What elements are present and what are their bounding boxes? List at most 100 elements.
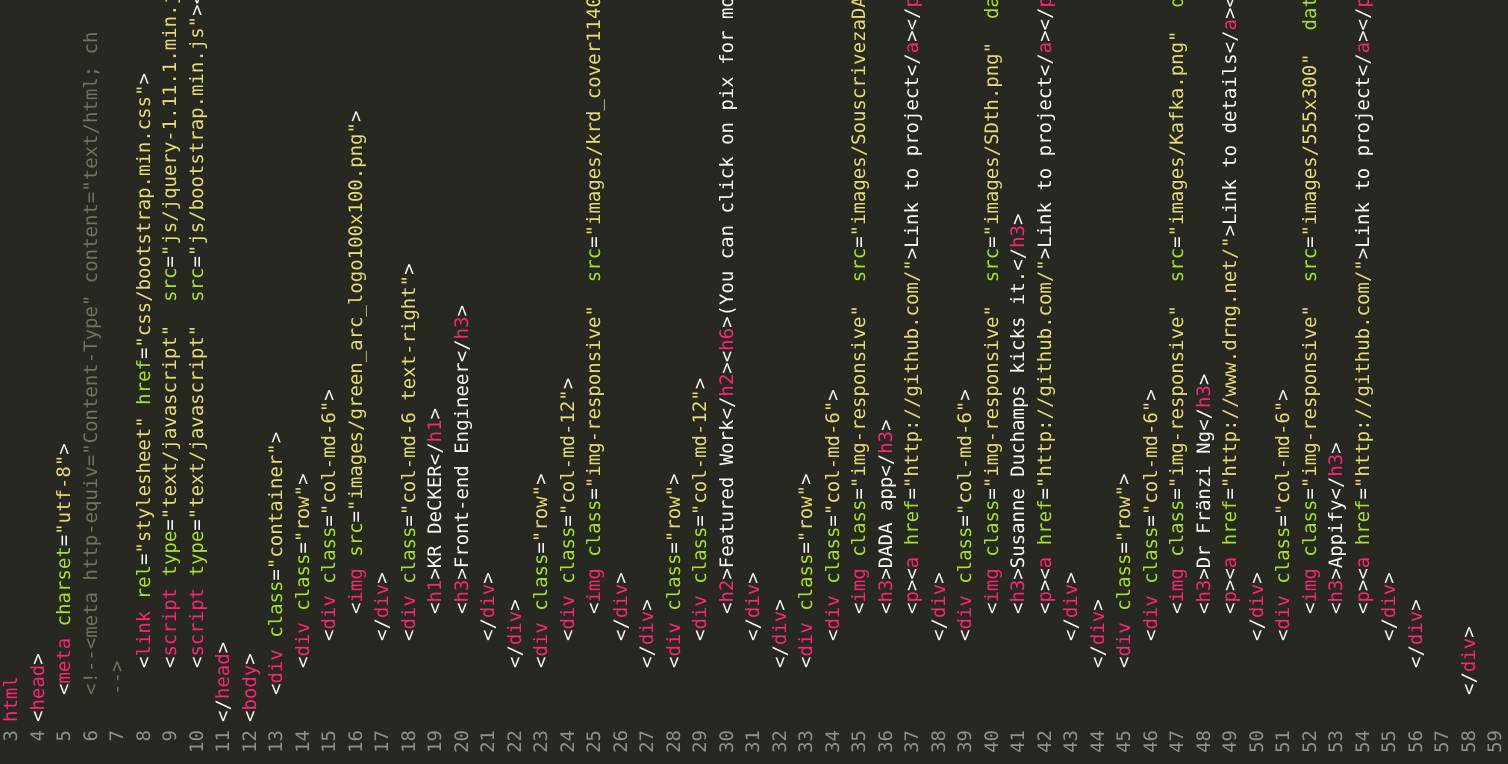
code-token: div (530, 622, 552, 657)
code-token: </ (1351, 53, 1374, 77)
code-line[interactable]: 39 <div class="col-md-6"> (952, 0, 979, 764)
code-token: "http://www.drng.net/" (1219, 236, 1241, 489)
code-line[interactable]: 34 <div class="col-md-6"> (820, 0, 847, 764)
code-line[interactable]: 17 </div> (369, 0, 396, 764)
code-line[interactable]: 47 <img class="img-responsive" src="image… (1164, 0, 1191, 764)
code-line[interactable]: 24 <div class="col-md-12"> (555, 0, 582, 764)
code-token: Link to details (1219, 53, 1241, 225)
code-token: href (1033, 499, 1056, 546)
code-line[interactable]: 5 <meta charset="utf-8"> (51, 0, 78, 764)
code-token: </ (1404, 645, 1427, 668)
code-line[interactable]: 58 </div> (1456, 0, 1483, 764)
code-line[interactable]: 37 <p><a href="http://github.com/">Link t… (899, 0, 926, 764)
code-line[interactable]: 52 <img class="img-responsive" src="image… (1297, 0, 1324, 764)
line-number: 8 (132, 730, 155, 742)
code-line[interactable]: 54 <p><a href="http://github.com/">Link t… (1350, 0, 1377, 764)
code-line[interactable]: 48 <h3>Dr Fränzi Ng</h3> (1191, 0, 1218, 764)
code-line[interactable]: 15 <div class="col-md-6"> (316, 0, 343, 764)
code-line[interactable]: 10 <script type="text/javascript" src="js… (184, 0, 211, 764)
code-line[interactable]: 56 </div> (1403, 0, 1430, 764)
code-line[interactable]: 44 </div> (1085, 0, 1112, 764)
code-token: = (848, 488, 870, 500)
code-line[interactable]: 38 </div> (926, 0, 953, 764)
code-token: > (609, 572, 632, 584)
code-token (1140, 584, 1162, 595)
code-line[interactable]: 31 </div> (740, 0, 767, 764)
code-line[interactable]: 55 </div> (1376, 0, 1403, 764)
code-token: a (1351, 41, 1374, 54)
code-line[interactable]: 27 </div> (634, 0, 661, 764)
code-line[interactable]: 41 <h3>Susanne Duchamps kicks it.</h3> (1005, 0, 1032, 764)
code-token: = (530, 542, 552, 554)
code-token: "images/555x300" (1298, 53, 1321, 237)
line-number: 56 (1404, 730, 1427, 753)
code-line[interactable]: 42 <p><a href="http://github.com/">Link t… (1032, 0, 1059, 764)
code-line[interactable]: 9 <script type="text/javascript" src="js/… (157, 0, 184, 764)
code-text: </div> (634, 599, 661, 668)
code-line[interactable]: 53 <h3>Appify</h3> (1323, 0, 1350, 764)
line-number: 55 (1378, 730, 1400, 753)
code-line[interactable]: 36 <h3>DADA app</h3> (873, 0, 900, 764)
code-token: = (291, 542, 314, 554)
code-line[interactable]: 45 <div class="row"> (1111, 0, 1138, 764)
code-line[interactable]: 25 <img class="img-responsive" src="image… (581, 0, 608, 764)
code-token: </ (1033, 53, 1056, 77)
code-token: </ (768, 645, 791, 668)
code-line[interactable]: 28 <div class="row"> (661, 0, 688, 764)
line-number: 9 (159, 730, 181, 742)
code-line[interactable]: 32 </div> (767, 0, 794, 764)
code-line[interactable]: 46 <div class="col-md-6"> (1138, 0, 1165, 764)
code-token: > (1007, 568, 1029, 580)
code-token: "col-md-6" (1139, 400, 1162, 516)
code-line[interactable]: 23 <div class="row"> (528, 0, 555, 764)
code-line[interactable]: 33 <div class="row"> (793, 0, 820, 764)
code-line[interactable]: 51 <div class="col-md-6"> (1270, 0, 1297, 764)
code-line[interactable]: 57 (1429, 0, 1456, 764)
code-token: < (689, 629, 711, 641)
code-line[interactable]: 3 html (0, 0, 25, 764)
code-line[interactable]: 13 <div class="container"> (263, 0, 290, 764)
code-line[interactable]: 4 <head> (25, 0, 52, 764)
code-token: "text/javascript" (185, 324, 208, 520)
code-line[interactable]: 19 <h1>KR DeCKER</h1> (422, 0, 449, 764)
code-line[interactable]: 20 <h3>Front-end Engineer</h3> (449, 0, 476, 764)
code-text: <script type="text/javascript" src="js/b… (184, 0, 211, 668)
code-line[interactable]: 30 <h2>Featured Work</h2><h6>(You can cli… (714, 0, 741, 764)
line-number: 23 (530, 730, 552, 753)
code-token: < (848, 602, 870, 614)
code-line[interactable]: 50 </div> (1244, 0, 1271, 764)
code-token (583, 282, 605, 305)
code-line[interactable]: 12 <body> (237, 0, 264, 764)
code-line[interactable]: 59 (1482, 0, 1508, 764)
code-line[interactable]: 35 <img class="img-responsive" src="image… (846, 0, 873, 764)
code-token: </ (503, 645, 526, 668)
code-token: data- (1298, 0, 1321, 31)
line-number: 22 (503, 730, 526, 753)
code-text: <img class="img-responsive" src="images/… (979, 0, 1006, 614)
code-token: </ (450, 339, 473, 363)
code-line[interactable]: 16 <img src="images/green_arc_logo100x100… (343, 0, 370, 764)
code-text: html (0, 676, 25, 722)
code-line[interactable]: 18 <div class="col-md-6 text-right"> (396, 0, 423, 764)
code-line[interactable]: 29 <div class="col-md-12"> (687, 0, 714, 764)
code-token: class (848, 499, 870, 557)
code-line[interactable]: 40 <img class="img-responsive" src="image… (979, 0, 1006, 764)
code-line[interactable]: 11 </head> (210, 0, 237, 764)
code-token: = (1351, 488, 1374, 500)
code-line[interactable]: 26 </div> (608, 0, 635, 764)
code-line[interactable]: 21 </div> (475, 0, 502, 764)
code-line[interactable]: 22 </div> (502, 0, 529, 764)
code-line[interactable]: 14 <div class="row"> (290, 0, 317, 764)
code-line[interactable]: 6 <!--<meta http-equiv="Content-Type" con… (78, 0, 105, 764)
line-number: 27 (636, 730, 658, 753)
code-token: > (1272, 389, 1294, 401)
code-line[interactable]: 7 --> (104, 0, 131, 764)
code-token: div (609, 583, 632, 619)
code-token: h3 (450, 316, 473, 340)
code-token: src (344, 522, 367, 557)
code-token: "img-responsive" (980, 305, 1003, 489)
code-line[interactable]: 43 </div> (1058, 0, 1085, 764)
code-line[interactable]: 8 <link rel="stylesheet" href="css/bootst… (131, 0, 158, 764)
code-line[interactable]: 49 <p><a href="http://www.drng.net/">Link… (1217, 0, 1244, 764)
